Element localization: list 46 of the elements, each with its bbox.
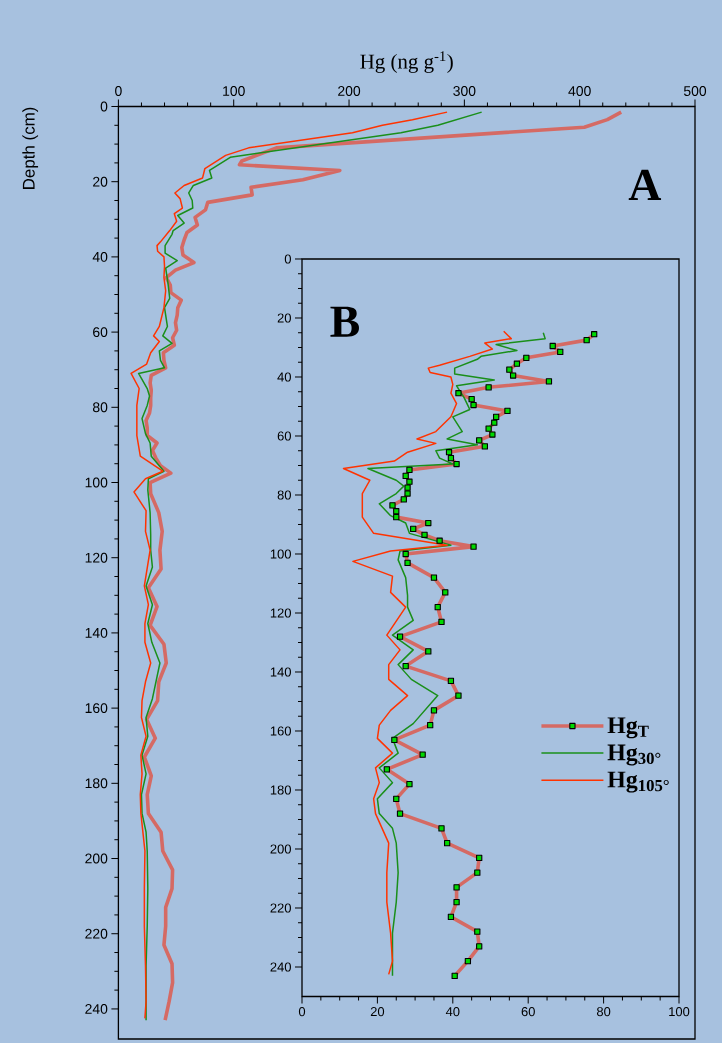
legend-label: Hg$_{30°}$ xyxy=(607,744,661,766)
legend-label: Hg$_{105°}$ xyxy=(607,771,669,793)
x-tick-label: 100 xyxy=(223,86,245,96)
y-axis-title: Depth (cm) xyxy=(22,107,39,189)
y-tick-label: 120 xyxy=(270,608,291,618)
y-tick-label: 60 xyxy=(277,431,291,441)
y-tick-label: 200 xyxy=(270,844,291,854)
x-tick-label: 60 xyxy=(521,1007,535,1017)
x-tick-label: 300 xyxy=(453,86,476,96)
y-tick-label: 40 xyxy=(92,251,108,262)
x-tick-label: 40 xyxy=(445,1007,460,1017)
annotation: A xyxy=(628,169,662,200)
y-tick-label: 60 xyxy=(93,327,108,338)
y-tick-label: 140 xyxy=(270,667,291,677)
y-tick-label: 80 xyxy=(277,490,291,500)
x-tick-label: 200 xyxy=(338,86,361,96)
y-tick-label: 0 xyxy=(284,254,291,264)
y-tick-label: 200 xyxy=(85,853,108,864)
y-tick-label: 240 xyxy=(85,1003,108,1014)
x-tick-label: 0 xyxy=(298,1007,306,1017)
y-tick-label: 100 xyxy=(85,477,108,488)
legend-label: Hg$_{T}$ xyxy=(607,717,649,739)
y-tick-label: 160 xyxy=(85,703,108,714)
x-tick-label: 500 xyxy=(683,86,707,96)
x-tick-label: 20 xyxy=(370,1007,385,1017)
y-tick-label: 140 xyxy=(85,627,108,638)
x-tick-label: 400 xyxy=(568,86,591,96)
y-tick-label: 120 xyxy=(85,552,108,563)
y-tick-label: 240 xyxy=(270,962,291,972)
line-series xyxy=(367,332,546,977)
y-tick-label: 160 xyxy=(270,726,291,736)
y-tick-label: 220 xyxy=(85,928,108,939)
y-tick-label: 20 xyxy=(277,313,291,323)
y-tick-label: 80 xyxy=(92,402,108,413)
x-axis-title: Hg (ng g$^{-1}$) xyxy=(360,51,453,73)
y-tick-label: 0 xyxy=(100,101,108,112)
annotation: B xyxy=(330,306,359,337)
x-tick-label: 0 xyxy=(115,86,122,96)
x-tick-label: 80 xyxy=(596,1007,611,1017)
y-tick-label: 100 xyxy=(270,549,291,559)
x-tick-label: 100 xyxy=(669,1007,690,1017)
y-tick-label: 220 xyxy=(270,903,291,913)
y-tick-label: 180 xyxy=(85,778,108,789)
y-tick-label: 20 xyxy=(93,176,108,187)
y-tick-label: 40 xyxy=(277,372,291,382)
y-tick-label: 180 xyxy=(270,785,291,795)
